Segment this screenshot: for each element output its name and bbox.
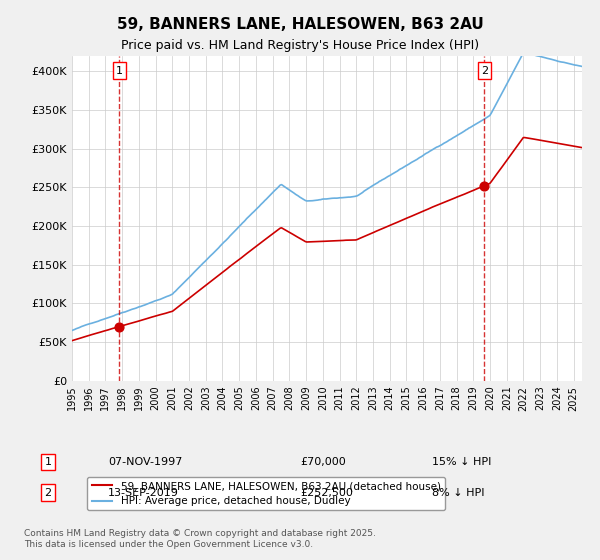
Text: 1: 1	[44, 457, 52, 467]
Text: 2: 2	[44, 488, 52, 498]
Text: Price paid vs. HM Land Registry's House Price Index (HPI): Price paid vs. HM Land Registry's House …	[121, 39, 479, 52]
Text: £70,000: £70,000	[300, 457, 346, 467]
Text: Contains HM Land Registry data © Crown copyright and database right 2025.
This d: Contains HM Land Registry data © Crown c…	[24, 529, 376, 549]
Legend: 59, BANNERS LANE, HALESOWEN, B63 2AU (detached house), HPI: Average price, detac: 59, BANNERS LANE, HALESOWEN, B63 2AU (de…	[88, 477, 445, 511]
Text: £252,500: £252,500	[300, 488, 353, 498]
Point	[479, 181, 489, 190]
Text: 13-SEP-2019: 13-SEP-2019	[108, 488, 179, 498]
Text: 2: 2	[481, 66, 488, 76]
Text: 15% ↓ HPI: 15% ↓ HPI	[432, 457, 491, 467]
Point	[115, 322, 124, 331]
Text: 1: 1	[116, 66, 123, 76]
Text: 07-NOV-1997: 07-NOV-1997	[108, 457, 182, 467]
Text: 59, BANNERS LANE, HALESOWEN, B63 2AU: 59, BANNERS LANE, HALESOWEN, B63 2AU	[116, 17, 484, 32]
Text: 8% ↓ HPI: 8% ↓ HPI	[432, 488, 485, 498]
